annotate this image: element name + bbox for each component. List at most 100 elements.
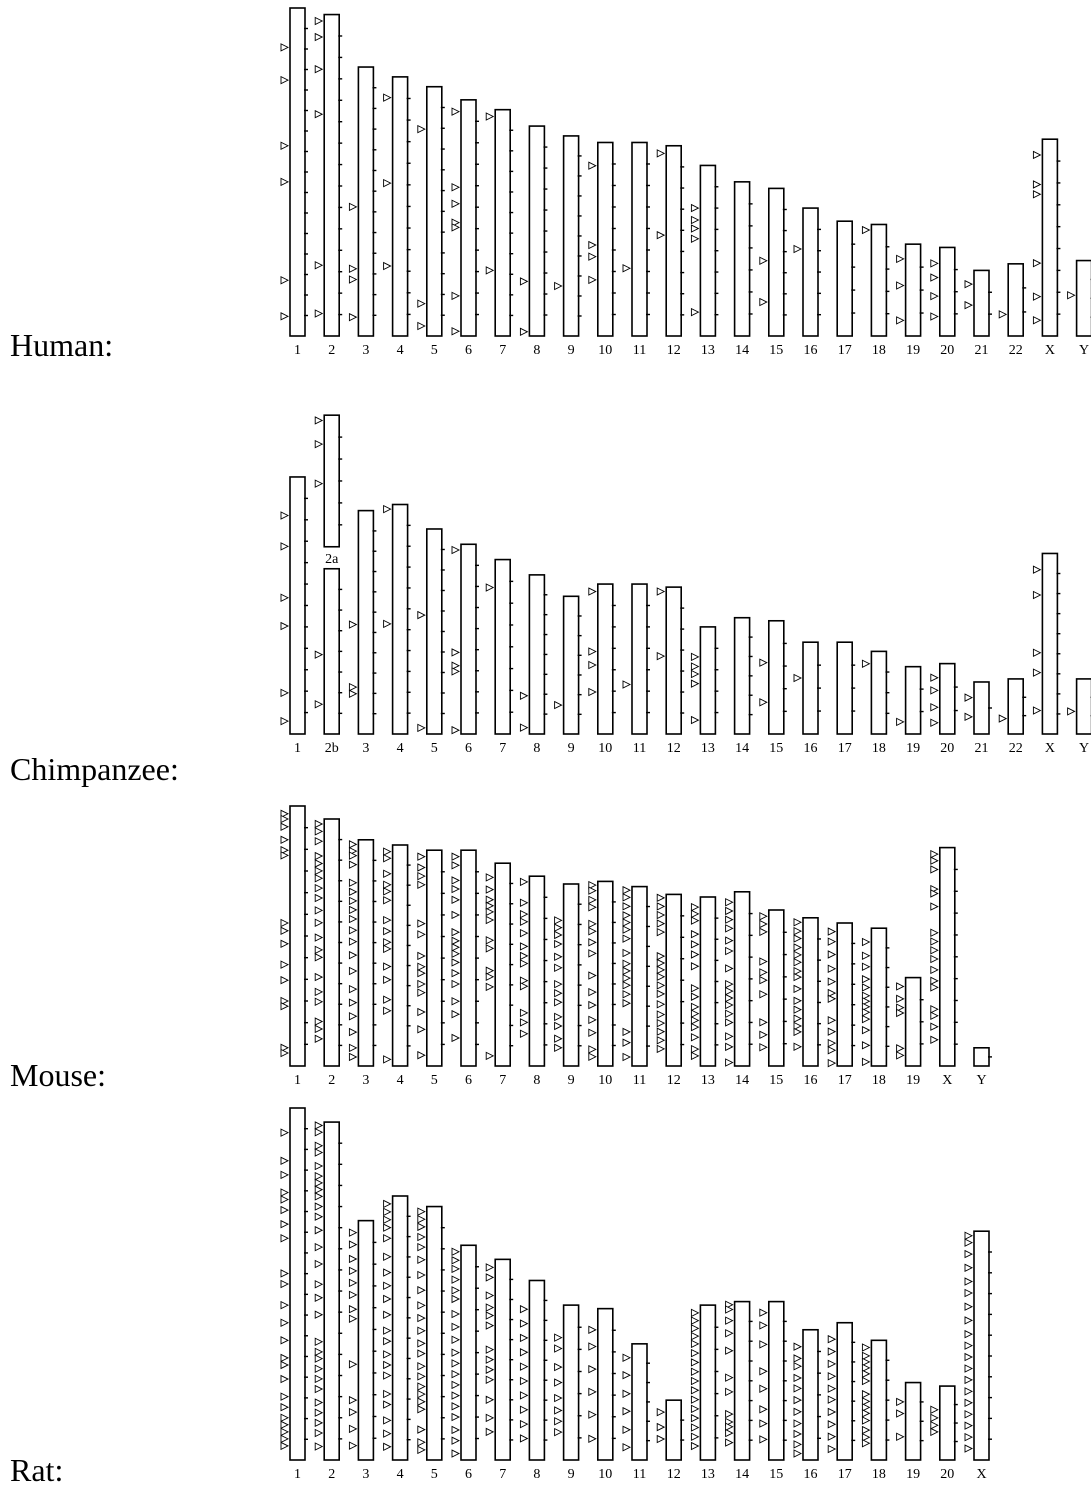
chromosome-rat-8-site-8 [519,1405,529,1414]
chromosome-human-1-site-5 [280,276,290,285]
chromosome-rat-11-site-4 [622,1406,632,1416]
chromosome-mouse-5 [425,849,443,1067]
chromosome-label: 1 [294,741,301,756]
chromosome-rat-4-site-1 [383,1199,392,1209]
chromosome-rat-9-site-1 [554,1333,563,1342]
chromosome-mouse-9-site-1 [554,916,563,925]
chromosome-human-1-site-4 [280,177,290,187]
chromosome-mouse-19 [904,976,922,1067]
chromosome-mouse-4-site-11 [383,962,392,971]
chromosome-label: 21 [975,741,989,756]
chromosome-mouse-8-site-11 [519,1008,529,1018]
chromosome-rat-2-site-6 [314,1171,324,1181]
chromosome-mouse-2-site-6 [314,866,324,876]
chromosome-rat-X-site-6 [964,1288,974,1298]
chromosome-mouse-2-site-3 [314,837,324,846]
chromosome-mouse-15-site-5 [759,968,768,977]
chromosome-chimpanzee-X-site-5 [1032,706,1042,715]
chromosome-mouse-13-site-5 [690,940,700,949]
chromosome-mouse-17-site-1 [827,927,837,936]
chromosome-mouse-4-site-10 [383,944,392,954]
chromosome-mouse-4-site-2 [383,854,392,863]
chromosome-rat-3-site-10 [348,1395,358,1405]
chromosome-rat-8-site-6 [519,1376,529,1386]
chromosome-mouse-9-site-13 [554,1043,563,1053]
chromosome-mouse-6-site-11 [451,958,461,967]
chromosome-rat-8-site-1 [519,1304,529,1314]
chromosome-mouse-14 [733,890,751,1067]
chromosome-mouse-1-site-4 [280,835,290,845]
chromosome-mouse-18-site-6 [861,991,871,1000]
chromosome-chimpanzee-13-site-5 [690,715,700,725]
chromosome-rat-17 [836,1321,854,1461]
chromosome-rat-20-site-3 [930,1421,939,1430]
chromosome-mouse-12-site-3 [656,910,666,920]
chromosome-label: 1 [294,1467,301,1482]
chromosome-mouse-8-site-13 [519,1029,529,1038]
chromosome-human-X-site-3 [1032,190,1042,199]
chromosome-rat-18-site-7 [861,1389,871,1399]
chromosome-chimpanzee-13 [699,626,717,735]
chromosome-human-2-site-3 [314,64,324,74]
species-label-mouse: Mouse: [10,1057,106,1093]
chromosome-mouse-4-site-14 [383,1006,392,1015]
chromosome-mouse-18-site-9 [861,1008,871,1017]
chromosome-rat-20-site-1 [930,1405,939,1414]
chromosome-mouse-14-site-11 [725,1000,734,1010]
chromosome-chimpanzee-14 [733,616,751,735]
chromosome-rat-7-site-7 [485,1345,495,1354]
chromosome-mouse-15-site-6 [759,975,768,985]
chromosome-rat-2-site-18 [314,1337,324,1346]
chromosome-mouse-6-site-2 [451,861,461,870]
chromosome-chimpanzee-2a-site-3 [314,479,324,488]
chromosome-label: 2 [328,1073,335,1088]
chromosome-label: 17 [838,343,852,358]
chromosome-rat-14-site-5 [725,1346,734,1355]
chromosome-rat-6 [460,1244,477,1461]
chromosome-rat-12-site-1 [656,1407,666,1417]
chromosome-rat-2-site-25 [314,1408,324,1417]
chromosome-rat-2-site-19 [314,1347,324,1357]
chromosome-rat-6-site-4 [451,1275,461,1284]
chromosome-label: 15 [769,1073,783,1088]
chromosome-rat-20 [938,1385,956,1461]
chromosome-rat-7-site-2 [485,1273,495,1282]
chromosome-rat-18-site-12 [861,1425,871,1435]
chromosome-label: 7 [499,1467,506,1482]
chromosome-rat-11 [631,1343,648,1461]
chromosome-mouse-X-site-12 [930,976,939,986]
chromosome-label: 5 [431,1467,438,1482]
chromosome-chimpanzee-13-site-4 [690,679,700,688]
chromosome-rat-5-site-19 [417,1405,426,1414]
chromosome-rat-16-site-9 [793,1429,803,1439]
chromosome-rat-1-site-12 [280,1318,290,1327]
chromosome-mouse-2-site-15 [314,972,324,982]
chromosome-mouse-17-site-8 [827,1016,837,1025]
chromosome-human-11-site-1 [622,264,632,273]
chromosome-chimpanzee-7 [494,558,512,735]
chromosome-mouse-6-site-8 [451,936,461,946]
chromosome-label: 4 [397,1467,404,1482]
chromosome-rat-1-site-6 [280,1205,290,1215]
chromosome-label: 16 [804,1073,818,1088]
chromosome-rat-7-site-13 [485,1427,495,1437]
chromosome-mouse-12-site-1 [656,893,666,903]
chromosome-human-5-site-3 [417,321,426,331]
chromosome-mouse-10-site-5 [588,919,597,929]
chromosome-rat-4-site-4 [383,1223,392,1232]
chromosome-rat-4-site-12 [383,1336,392,1346]
chromosome-mouse-3-site-18 [348,1043,358,1053]
chromosome-label: 6 [465,1073,472,1088]
chromosome-chimpanzee-4-site-2 [383,619,392,629]
chromosome-mouse-9-site-9 [554,998,563,1007]
chromosome-mouse-7-site-8 [485,944,495,953]
chromosome-mouse-14-site-5 [725,936,734,945]
chromosome-rat-2-site-12 [314,1225,324,1235]
chromosome-mouse-12-site-7 [656,958,666,968]
chromosome-chimpanzee-6-site-4 [451,667,461,676]
chromosome-mouse-2-site-20 [314,1034,324,1044]
chromosome-human-2-site-6 [314,309,324,318]
chromosome-label: 14 [735,343,749,358]
chromosome-chimpanzee-15 [767,619,785,735]
chromosome-mouse-17-site-3 [827,950,837,959]
